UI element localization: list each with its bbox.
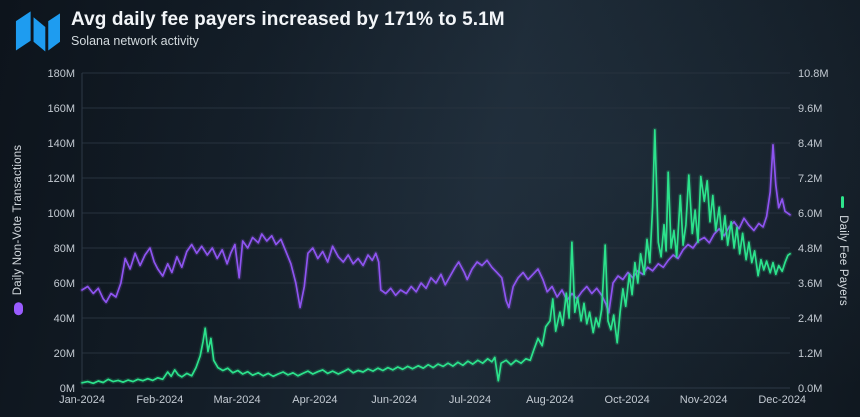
logo-middle-bar [33, 17, 46, 52]
x-tick-label: Mar-2024 [214, 394, 261, 406]
y-left-tick-label: 20M [54, 348, 75, 360]
y-right-axis-title: Daily Fee Payers [837, 196, 849, 306]
x-tick-label: Dec-2024 [758, 394, 806, 406]
y-left-axis-title: Daily Non-Vote Transactions [12, 145, 24, 316]
y-right-tick-label: 0.0M [798, 383, 822, 395]
y-left-tick-label: 60M [54, 278, 75, 290]
title-block: Avg daily fee payers increased by 171% t… [71, 6, 505, 48]
fee-payers-legend-icon [841, 196, 845, 209]
y-right-tick-label: 3.6M [798, 278, 822, 290]
messari-logo-icon [15, 11, 60, 52]
y-left-tick-label: 100M [47, 208, 75, 220]
x-tick-label: Jul-2024 [449, 394, 491, 406]
y-right-tick-label: 2.4M [798, 313, 822, 325]
y-left-tick-label: 160M [47, 103, 75, 115]
logo-right-bar [48, 13, 60, 51]
y-right-tick-label: 10.8M [798, 68, 829, 80]
y-right-tick-label: 8.4M [798, 138, 822, 150]
y-left-tick-label: 0M [60, 383, 75, 395]
chart-subtitle: Solana network activity [71, 34, 199, 48]
x-tick-label: Nov-2024 [680, 394, 728, 406]
y-left-tick-label: 180M [47, 68, 75, 80]
y-left-tick-label: 80M [54, 243, 75, 255]
y-left-tick-label: 40M [54, 313, 75, 325]
x-tick-label: Apr-2024 [292, 394, 337, 406]
x-tick-label: Oct-2024 [605, 394, 650, 406]
x-tick-label: Aug-2024 [526, 394, 574, 406]
y-right-tick-label: 1.2M [798, 348, 822, 360]
non-vote-transactions-line [81, 143, 791, 314]
fee-payers-line [81, 129, 791, 385]
y-left-tick-label: 140M [47, 138, 75, 150]
y-right-axis-label: Daily Fee Payers [837, 215, 849, 306]
fee-payers-line-glow [79, 127, 793, 386]
y-right-tick-label: 9.6M [798, 103, 822, 115]
chart-title: Avg daily fee payers increased by 171% t… [71, 9, 505, 30]
y-right-tick-label: 6.0M [798, 208, 822, 220]
header: Avg daily fee payers increased by 171% t… [13, 6, 505, 52]
y-left-axis-label: Daily Non-Vote Transactions [12, 144, 24, 296]
x-tick-label: Jan-2024 [59, 394, 105, 406]
y-right-tick-label: 4.8M [798, 243, 822, 255]
y-right-tick-label: 7.2M [798, 173, 822, 185]
non-vote-transactions-legend-icon [13, 302, 23, 316]
logo-left-bar [15, 11, 31, 51]
x-tick-label: Jun-2024 [371, 394, 417, 406]
x-tick-label: Feb-2024 [136, 394, 183, 406]
y-left-tick-label: 120M [47, 173, 75, 185]
